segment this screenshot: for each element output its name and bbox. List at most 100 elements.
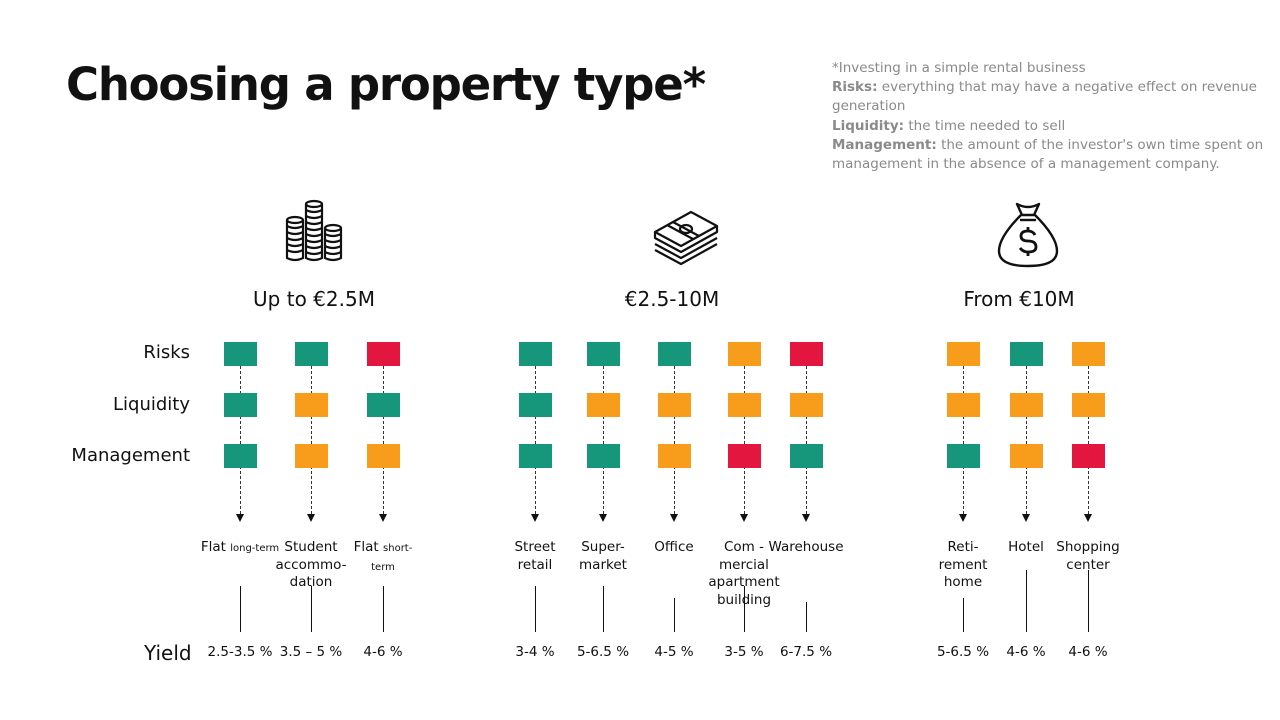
property-label: Com -mercial apartment building	[708, 539, 780, 609]
yield-value: 3-4 %	[515, 644, 555, 660]
coin-stacks-icon	[285, 199, 343, 262]
property-subtype: short-term	[371, 543, 413, 573]
yield-connector-line	[806, 602, 807, 632]
property-name: Reti- rement home	[938, 539, 988, 590]
risk-rating-square	[947, 342, 980, 366]
yield-value: 4-6 %	[363, 644, 403, 660]
property-label: Street retail	[499, 539, 571, 574]
group-label-budget-1: Up to €2.5M	[253, 287, 375, 311]
yield-value: 4-6 %	[1068, 644, 1108, 660]
yield-value: 6-7.5 %	[779, 644, 833, 660]
property-name: Office	[654, 539, 694, 555]
property-name: Com -mercial apartment building	[708, 539, 780, 608]
arrow-down-icon	[236, 514, 244, 522]
note-risks: Risks: everything that may have a negati…	[832, 78, 1272, 116]
yield-connector-line	[744, 586, 745, 632]
property-name: Warehouse	[768, 539, 844, 555]
arrow-down-icon	[599, 514, 607, 522]
yield-value: 2.5-3.5 %	[207, 644, 273, 660]
dashed-connector	[383, 366, 384, 514]
yield-connector-line	[1026, 570, 1027, 632]
dashed-connector	[1026, 366, 1027, 514]
property-label: Student accommo- dation	[275, 539, 347, 592]
note-liquidity-term: Liquidity:	[832, 117, 905, 134]
arrow-down-icon	[1022, 514, 1030, 522]
dashed-connector	[1088, 366, 1089, 514]
management-rating-square	[295, 444, 328, 468]
property-name: Flat	[353, 539, 379, 555]
yield-connector-line	[674, 598, 675, 632]
management-rating-square	[1072, 444, 1105, 468]
note-risks-term: Risks:	[832, 79, 878, 96]
note-management-term: Management:	[832, 136, 937, 153]
property-label: Flat long-term	[200, 539, 280, 558]
management-rating-square	[728, 444, 761, 468]
yield-connector-line	[535, 586, 536, 632]
dashed-connector	[240, 366, 241, 514]
management-rating-square	[587, 444, 620, 468]
yield-value: 3.5 – 5 %	[279, 644, 343, 660]
property-name: Super- market	[579, 539, 627, 573]
dashed-connector	[744, 366, 745, 514]
yield-value: 5-6.5 %	[576, 644, 630, 660]
property-label: Office	[634, 539, 714, 557]
money-bag-icon	[997, 202, 1059, 268]
risk-rating-square	[790, 342, 823, 366]
liquidity-rating-square	[790, 393, 823, 417]
liquidity-rating-square	[519, 393, 552, 417]
property-label: Hotel	[986, 539, 1066, 557]
management-rating-square	[367, 444, 400, 468]
management-rating-square	[224, 444, 257, 468]
property-label: Warehouse	[766, 539, 846, 557]
row-label-management: Management	[71, 445, 190, 466]
dashed-connector	[806, 366, 807, 514]
property-label: Flat short-term	[343, 539, 423, 576]
arrow-down-icon	[670, 514, 678, 522]
liquidity-rating-square	[367, 393, 400, 417]
yield-value: 5-6.5 %	[936, 644, 990, 660]
risk-rating-square	[519, 342, 552, 366]
liquidity-rating-square	[224, 393, 257, 417]
arrow-down-icon	[959, 514, 967, 522]
management-rating-square	[947, 444, 980, 468]
liquidity-rating-square	[658, 393, 691, 417]
row-label-liquidity: Liquidity	[112, 394, 190, 415]
yield-connector-line	[603, 586, 604, 632]
risk-rating-square	[587, 342, 620, 366]
yield-value: 3-5 %	[724, 644, 764, 660]
risk-rating-square	[224, 342, 257, 366]
liquidity-rating-square	[1072, 393, 1105, 417]
yield-connector-line	[311, 586, 312, 632]
risk-rating-square	[295, 342, 328, 366]
arrow-down-icon	[307, 514, 315, 522]
property-name: Hotel	[1008, 539, 1044, 555]
note-intro: *Investing in a simple rental business	[832, 60, 1086, 76]
definitions-note: *Investing in a simple rental business R…	[832, 59, 1272, 174]
property-name: Student accommo- dation	[275, 539, 347, 590]
property-name: Shopping center	[1056, 539, 1120, 573]
risk-rating-square	[728, 342, 761, 366]
liquidity-rating-square	[1010, 393, 1043, 417]
property-label: Reti- rement home	[927, 539, 999, 592]
note-management-text: the amount of the investor's own time sp…	[832, 136, 1264, 173]
risk-rating-square	[367, 342, 400, 366]
yield-connector-line	[240, 586, 241, 632]
yield-value: 4-6 %	[1006, 644, 1046, 660]
group-label-budget-2: €2.5-10M	[624, 287, 720, 311]
property-label: Super- market	[567, 539, 639, 574]
management-rating-square	[790, 444, 823, 468]
dashed-connector	[535, 366, 536, 514]
page-title: Choosing a property type*	[66, 58, 706, 111]
arrow-down-icon	[802, 514, 810, 522]
property-name: Street retail	[514, 539, 556, 573]
risk-rating-square	[1072, 342, 1105, 366]
arrow-down-icon	[531, 514, 539, 522]
yield-connector-line	[383, 586, 384, 632]
dashed-connector	[963, 366, 964, 514]
group-label-budget-3: From €10M	[963, 287, 1075, 311]
note-risks-text: everything that may have a negative effe…	[832, 79, 1257, 115]
liquidity-rating-square	[947, 393, 980, 417]
row-label-risks: Risks	[143, 342, 190, 363]
property-label: Shopping center	[1052, 539, 1124, 574]
management-rating-square	[658, 444, 691, 468]
